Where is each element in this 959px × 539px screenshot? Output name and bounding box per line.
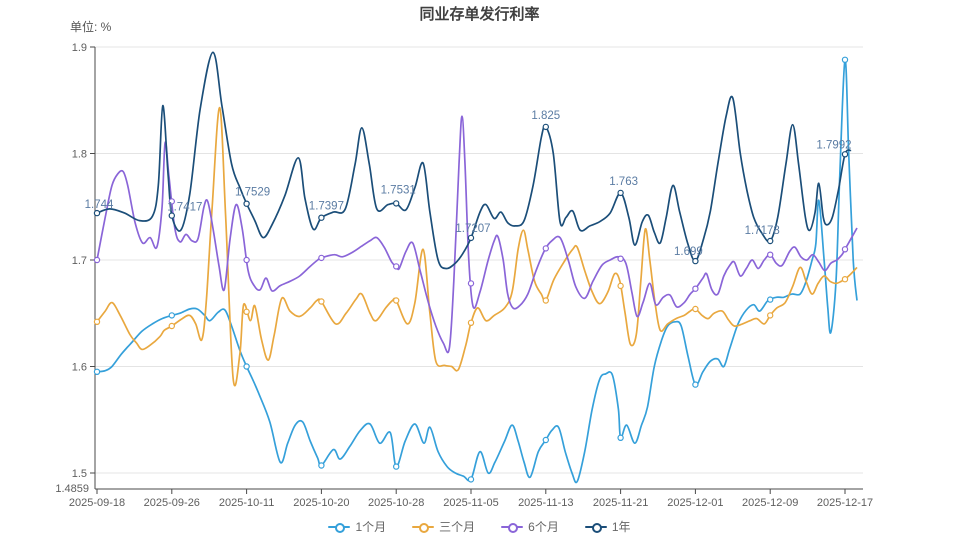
legend-item-1[interactable]: 三个月 <box>412 518 475 535</box>
data-point-label: 1.7417 <box>167 202 202 214</box>
legend-marker-icon <box>501 522 524 533</box>
y-axis-tick-label: 1.6 <box>72 362 87 374</box>
legend-marker-icon <box>328 522 351 533</box>
legend-item-label: 6个月 <box>528 520 559 534</box>
chart-legend: 1个月 三个月 6个月 1年 <box>0 518 959 535</box>
x-axis-tick-label: 2025-12-09 <box>742 497 798 509</box>
data-point-label: 1.699 <box>674 246 703 258</box>
data-point-marker-1 <box>617 282 624 290</box>
data-point-marker-3 <box>318 214 325 221</box>
data-point-marker-3 <box>393 200 400 207</box>
y-axis-tick-label: 1.9 <box>72 42 87 54</box>
x-axis-tick-label: 2025-09-18 <box>69 497 125 509</box>
data-point-marker-0 <box>467 476 475 483</box>
data-point-marker-0 <box>243 363 250 370</box>
data-point-marker-2 <box>617 255 624 262</box>
series-line-2 <box>96 115 858 354</box>
data-point-marker-1 <box>318 298 325 305</box>
series-line-1 <box>96 106 858 387</box>
legend-marker-icon <box>412 522 435 533</box>
data-point-marker-1 <box>467 319 475 326</box>
data-point-label: 1.744 <box>85 199 114 211</box>
x-axis-tick-label: 2025-11-21 <box>593 497 648 509</box>
y-axis-unit-label: 单位: % <box>70 20 112 34</box>
data-point-marker-3 <box>243 200 250 207</box>
data-point-label: 1.763 <box>609 176 638 188</box>
data-point-marker-2 <box>318 254 325 262</box>
data-point-marker-2 <box>692 285 699 292</box>
data-point-label: 1.7397 <box>309 201 344 213</box>
legend-item-0[interactable]: 1个月 <box>328 518 386 535</box>
data-point-marker-0 <box>318 462 325 469</box>
data-point-marker-2 <box>767 251 774 258</box>
x-axis-tick-label: 2025-12-01 <box>667 497 723 509</box>
data-point-label: 1.7207 <box>455 223 490 235</box>
data-point-marker-3 <box>168 212 175 219</box>
data-point-label: 1.825 <box>531 110 560 122</box>
y-axis-tick-label: 1.5 <box>72 468 87 480</box>
data-point-marker-2 <box>393 263 400 270</box>
data-point-marker-2 <box>467 280 475 287</box>
data-point-marker-3 <box>93 209 101 217</box>
data-point-marker-0 <box>93 368 101 375</box>
series-line-3 <box>96 51 852 270</box>
data-point-marker-2 <box>841 246 849 253</box>
data-point-marker-1 <box>168 322 175 330</box>
data-point-marker-3 <box>467 234 475 242</box>
y-axis-min-label: 1.4859 <box>55 483 89 495</box>
legend-marker-icon <box>584 522 607 533</box>
data-point-marker-0 <box>692 381 699 388</box>
data-point-marker-1 <box>542 297 550 304</box>
data-point-marker-0 <box>542 436 550 444</box>
x-axis-tick-label: 2025-10-11 <box>219 497 274 509</box>
chart-title: 同业存单发行利率 <box>419 6 540 23</box>
data-point-marker-2 <box>542 245 550 252</box>
legend-item-label: 三个月 <box>439 520 476 534</box>
x-axis-tick-label: 2025-11-13 <box>518 497 573 509</box>
legend-item-label: 1个月 <box>355 520 387 534</box>
y-axis-tick-label: 1.7 <box>72 255 87 267</box>
data-point-marker-1 <box>243 308 250 315</box>
legend-item-label: 1年 <box>611 520 631 534</box>
data-point-marker-0 <box>617 434 624 441</box>
data-point-label: 1.7178 <box>745 225 780 237</box>
x-axis-tick-label: 2025-11-05 <box>443 497 498 509</box>
data-point-marker-3 <box>841 151 849 158</box>
data-point-marker-3 <box>617 189 624 197</box>
data-point-label: 1.7992 <box>816 139 851 151</box>
data-point-marker-3 <box>542 123 550 131</box>
data-point-marker-0 <box>393 463 400 470</box>
data-point-marker-1 <box>393 297 400 304</box>
data-point-label: 1.7531 <box>381 184 416 196</box>
x-axis-tick-label: 2025-12-17 <box>817 497 873 509</box>
series-line-0 <box>96 58 858 484</box>
x-axis-tick-label: 2025-10-28 <box>368 497 424 509</box>
data-point-marker-1 <box>841 276 849 283</box>
data-point-marker-0 <box>841 56 849 64</box>
data-point-marker-1 <box>767 312 774 319</box>
legend-item-3[interactable]: 1年 <box>584 518 631 535</box>
data-point-marker-0 <box>767 296 774 303</box>
data-point-marker-2 <box>243 256 250 264</box>
data-point-marker-0 <box>168 312 175 319</box>
x-axis-tick-label: 2025-09-26 <box>144 497 200 509</box>
data-point-marker-1 <box>692 305 699 313</box>
data-point-marker-2 <box>93 256 101 264</box>
data-point-marker-2 <box>168 198 175 205</box>
y-axis-tick-label: 1.8 <box>72 149 87 161</box>
data-point-marker-3 <box>767 237 774 245</box>
data-point-marker-1 <box>93 318 101 325</box>
data-point-label: 1.7529 <box>235 187 270 199</box>
data-point-marker-3 <box>692 257 699 265</box>
x-axis-tick-label: 2025-10-20 <box>293 497 349 509</box>
legend-item-2[interactable]: 6个月 <box>501 518 559 535</box>
